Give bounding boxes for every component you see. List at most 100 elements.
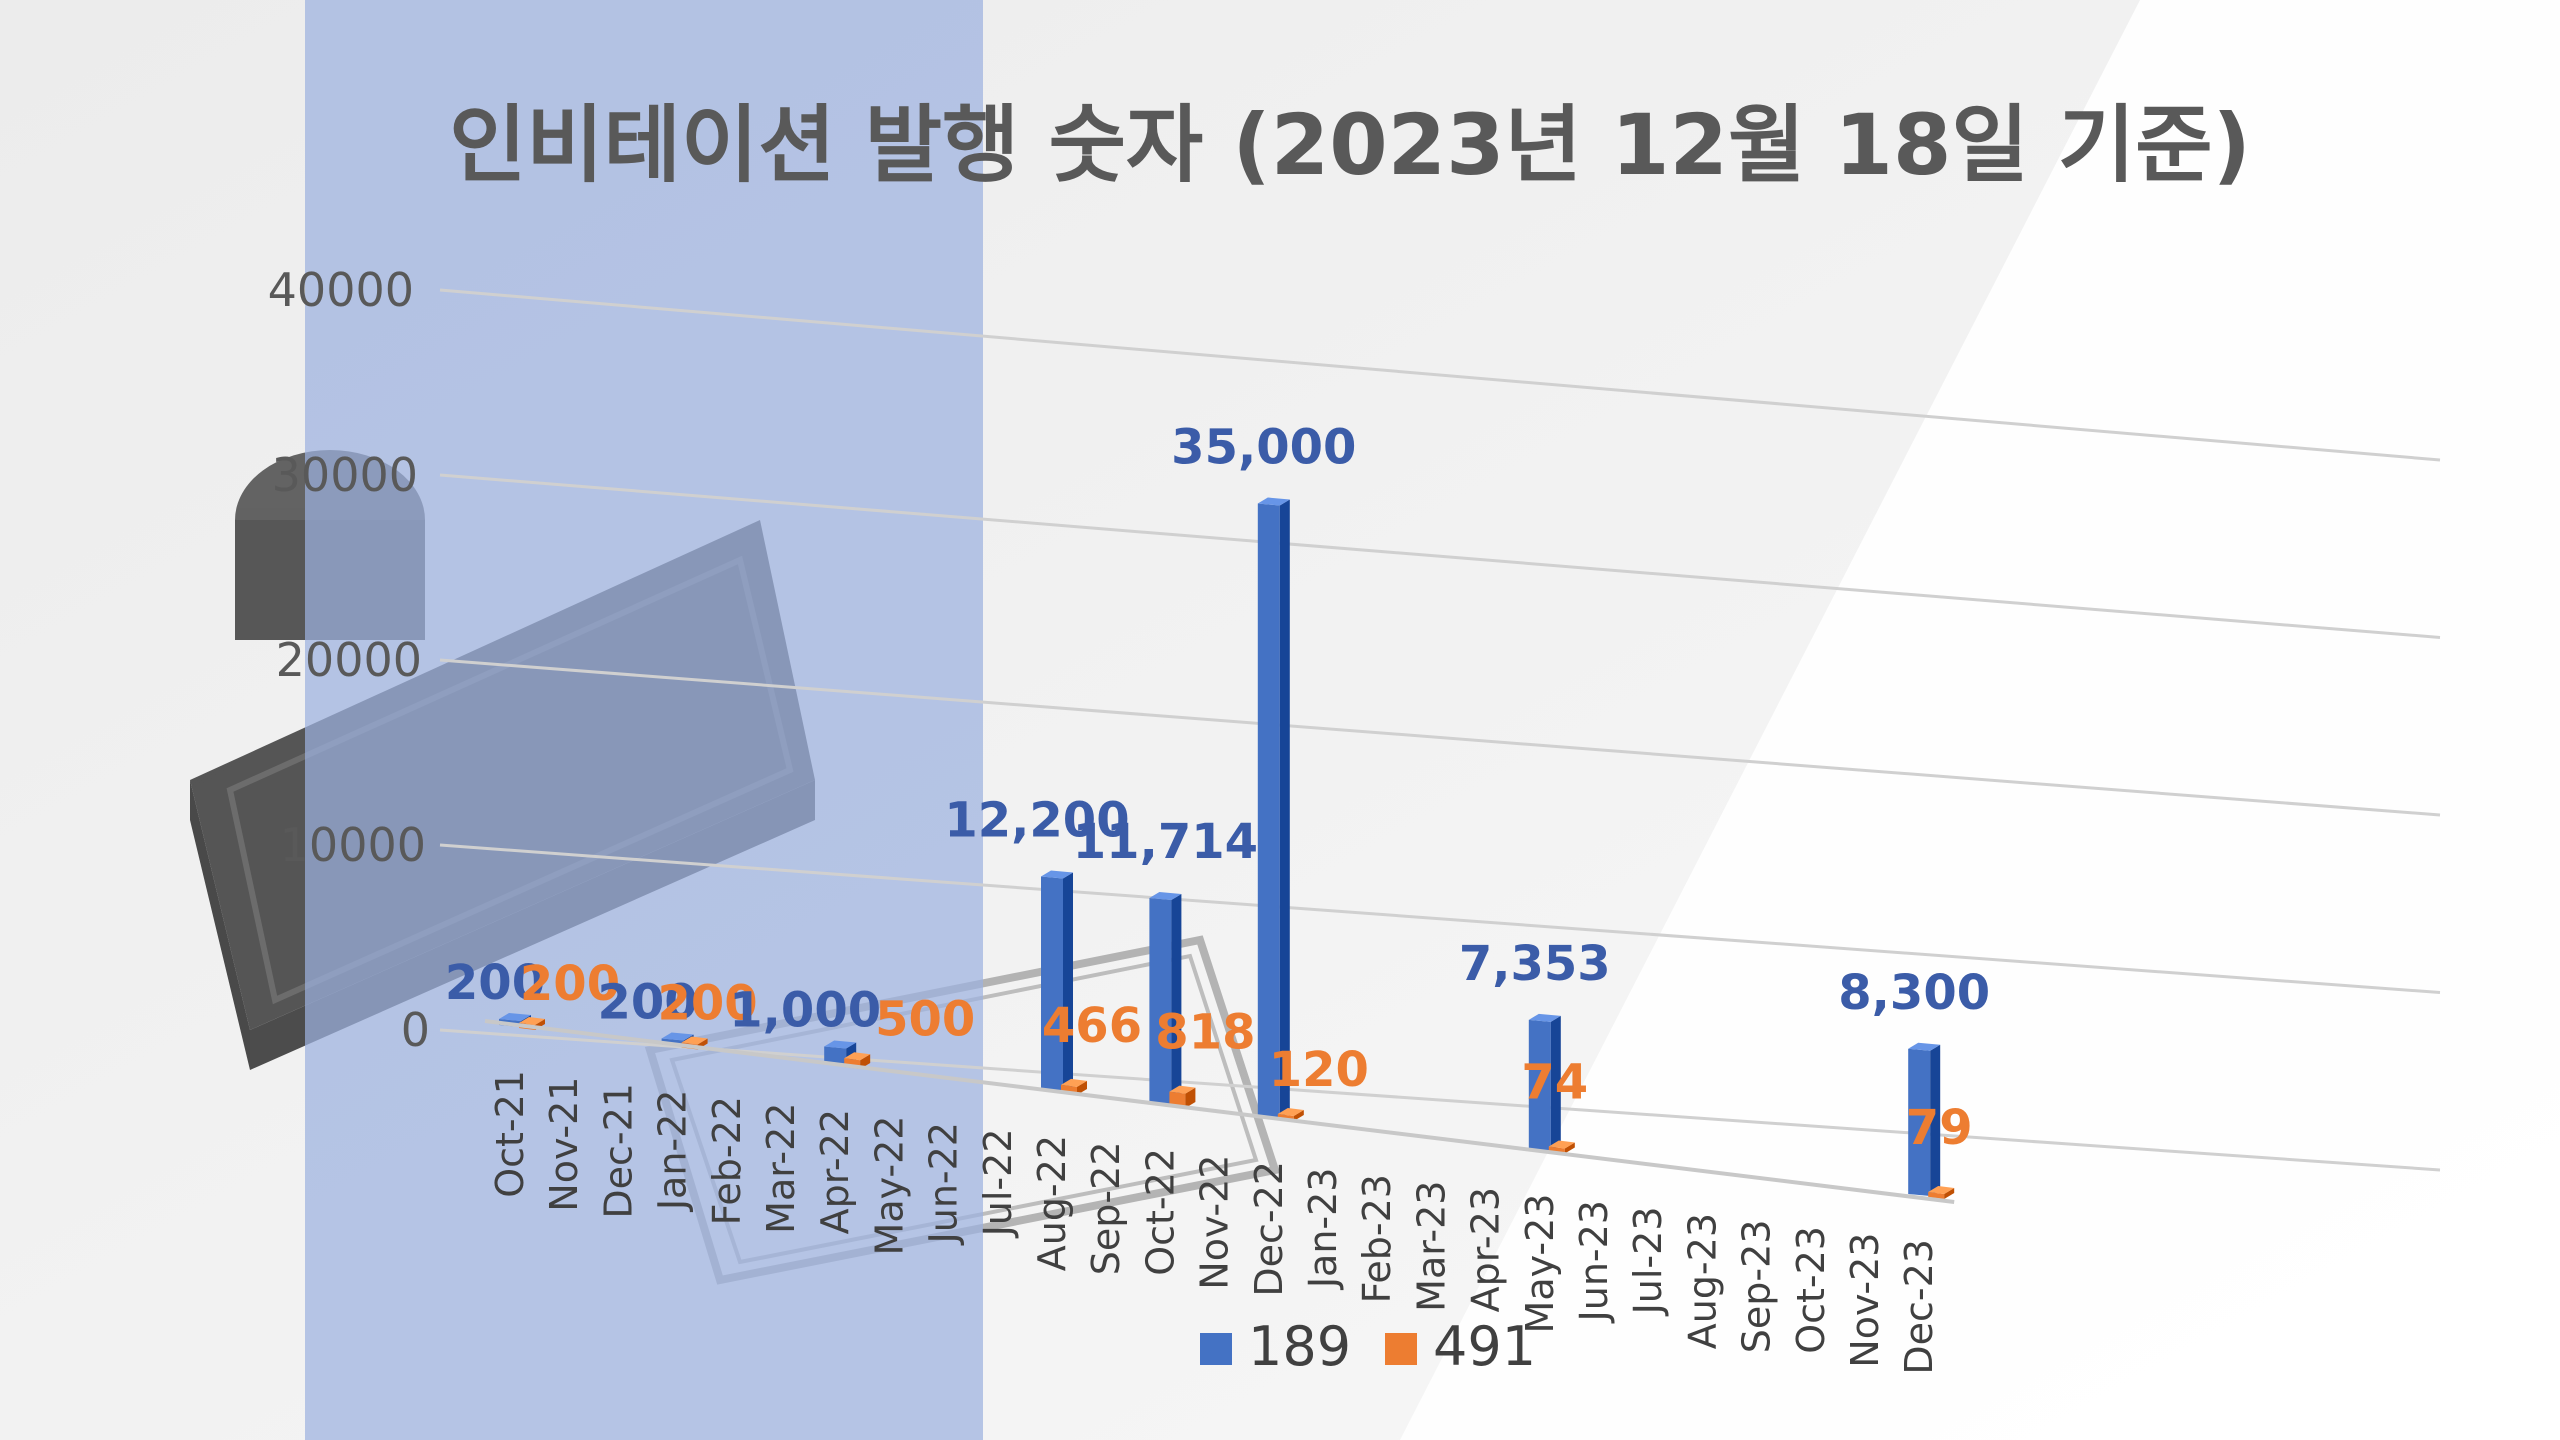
bar-189 [1041,870,1073,1092]
x-tick-label: Mar-23 [1409,1181,1453,1312]
legend-item: 491 [1385,1315,1536,1378]
bar-189-front [1149,898,1172,1105]
legend-label: 491 [1433,1315,1536,1378]
x-tick-label: Nov-21 [542,1077,586,1212]
x-tick-label: Jul-22 [976,1129,1020,1239]
bar-491 [1928,1186,1955,1199]
bar-189-top [661,1032,694,1041]
bars [499,497,1955,1199]
data-label-491: 500 [875,991,975,1047]
bar-491-side [860,1054,871,1069]
blue-overlay-panel [305,0,983,1440]
bar-189-top [499,1013,531,1021]
bar-491-side [1185,1087,1196,1108]
data-label-491: 79 [1906,1100,1973,1156]
x-tick-label: Apr-22 [813,1109,857,1234]
gridline [439,288,2441,462]
y-tick-label: 40000 [268,263,414,317]
data-label-491: 818 [1155,1005,1255,1061]
x-tick-label: Apr-23 [1464,1187,1508,1312]
data-label-491: 120 [1269,1042,1369,1098]
bar-491-side [1077,1080,1087,1095]
y-axis: 0 10000 20000 30000 40000 [268,263,430,1057]
gridline [439,473,2441,639]
x-tick-label: Dec-23 [1897,1239,1941,1375]
data-label-491: 200 [657,976,757,1032]
bar-189-top [1908,1042,1941,1051]
bar-189-top [1528,1013,1561,1022]
legend-item: 189 [1200,1315,1351,1378]
bar-189 [1528,1013,1561,1151]
bar-491-top [1548,1140,1575,1149]
data-label-189: 7,353 [1459,936,1611,992]
bar-189-front [1041,876,1063,1092]
bar-189-side [1279,499,1290,1118]
y-tick-label: 30000 [272,448,418,502]
data-label-491: 200 [520,956,620,1012]
bar-491-top [844,1052,871,1061]
bar-189-front [1908,1048,1931,1196]
x-tick-label: Jun-23 [1572,1200,1616,1323]
chart-title: 인비테이션 발행 숫자 (2023년 12월 18일 기준) [449,96,2251,194]
legend-swatch [1200,1333,1232,1365]
x-axis: Oct-21 Nov-21 Dec-21 Jan-22 Feb-22 Mar-22 Apr-… [484,1019,1955,1375]
x-tick-label: Oct-22 [1138,1148,1182,1276]
x-tick-label: Sep-23 [1735,1220,1779,1354]
x-axis-line [484,1019,1955,1204]
bar-189-top [824,1040,857,1049]
bar-491-top [519,1017,545,1025]
bar-491-top [1277,1108,1304,1116]
legend-swatch [1385,1333,1417,1365]
data-label-189: 11,714 [1073,814,1258,870]
x-tick-label: Mar-22 [759,1103,803,1234]
data-label-189: 35,000 [1171,420,1356,476]
bar-189-side [1550,1015,1561,1151]
bar-189-side [1171,894,1182,1105]
bar-491-top [681,1036,708,1045]
x-tick-label: Jul-23 [1626,1207,1670,1317]
x-tick-label: Sep-22 [1084,1142,1128,1276]
x-tick-label: Aug-22 [1030,1135,1074,1271]
bar-491-top [1169,1085,1196,1094]
bar-189 [1149,892,1182,1105]
bar-491-top [1061,1078,1087,1087]
x-tick-label: Jun-22 [922,1122,966,1245]
x-tick-label: Dec-22 [1247,1161,1291,1297]
gridline [439,658,2441,817]
bar-189-top [1149,892,1182,901]
bar-189 [1257,497,1290,1118]
data-label-189: 200 [597,975,697,1031]
data-labels: 2002002002001,00050012,20046611,71481835… [445,420,1990,1157]
bar-189-side [1930,1044,1941,1196]
data-label-189: 200 [445,955,545,1011]
legend: 189 491 [1200,1315,1536,1378]
bar-189-top [1257,497,1290,506]
y-tick-label: 0 [401,1003,430,1057]
x-tick-label: May-23 [1518,1194,1562,1334]
gridline [439,1028,2441,1172]
x-tick-label: Feb-23 [1355,1174,1399,1303]
bar-491-side [1564,1142,1575,1154]
y-tick-label: 20000 [276,633,422,687]
x-tick-label: Oct-23 [1789,1226,1833,1354]
legend-label: 189 [1248,1315,1351,1378]
x-tick-label: May-22 [867,1116,911,1256]
data-label-189: 1,000 [729,983,881,1039]
x-tick-label: Nov-23 [1843,1233,1887,1368]
gridlines [439,288,2441,1172]
x-tick-label: Feb-22 [705,1096,749,1225]
x-tick-label: Oct-21 [488,1070,532,1198]
x-tick-label: Aug-23 [1680,1213,1724,1349]
data-label-491: 74 [1521,1055,1588,1111]
x-tick-label: Jan-23 [1301,1168,1345,1291]
data-label-189: 8,300 [1838,965,1990,1021]
x-tick-label: Jan-22 [651,1090,695,1213]
x-tick-label: Dec-21 [596,1083,640,1219]
x-tick-label: Nov-22 [1193,1155,1237,1290]
bar-189-front [1257,503,1280,1118]
bar-189-front [1528,1019,1551,1151]
bar-491-side [1293,1110,1304,1121]
bar-491-front [1928,1192,1945,1199]
